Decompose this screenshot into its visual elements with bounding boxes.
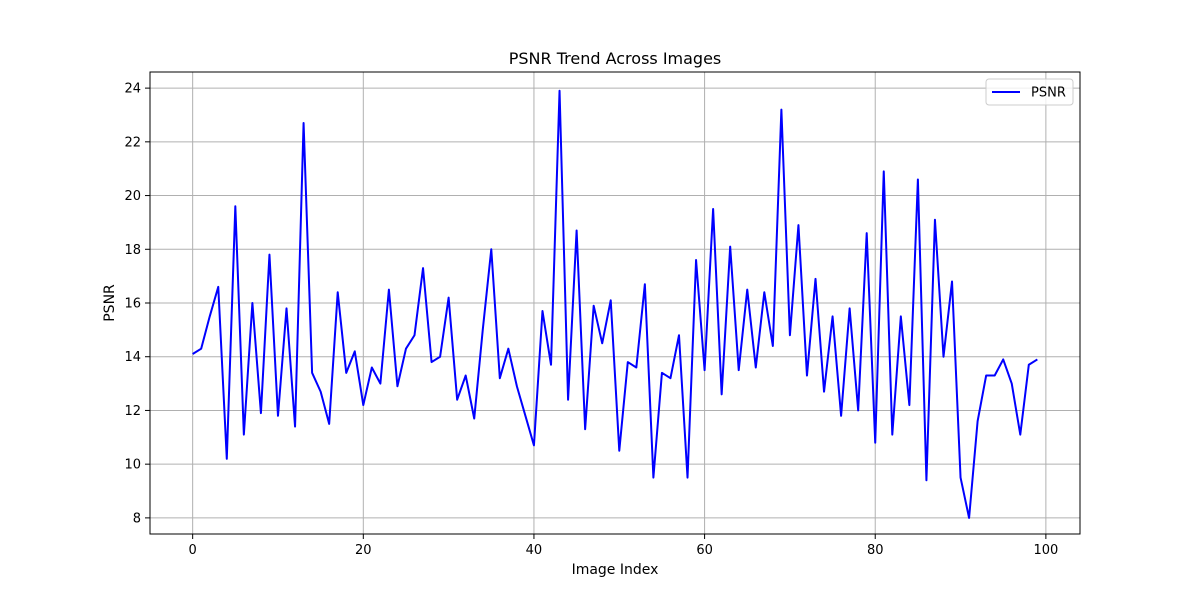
y-tick-label: 24	[124, 82, 141, 97]
ticks: 0 20 40 60 80 100 8 10 12 14 16 18 20 22 24	[124, 82, 1058, 558]
legend: PSNR	[985, 78, 1074, 106]
y-tick-label: 12	[124, 404, 141, 419]
y-tick-label: 22	[124, 135, 141, 150]
x-axis-label: Image Index	[572, 562, 659, 578]
legend-label: PSNR	[1031, 86, 1066, 101]
y-tick-label: 10	[124, 458, 141, 473]
series-line	[192, 89, 1038, 519]
y-axis-label: PSNR	[102, 284, 118, 322]
x-tick-label: 0	[189, 543, 197, 558]
chart-title: PSNR Trend Across Images	[509, 49, 722, 68]
y-tick-label: 20	[124, 189, 141, 204]
x-tick-label: 60	[696, 543, 713, 558]
series-layer	[192, 89, 1038, 519]
y-tick-label: 18	[124, 243, 141, 258]
x-tick-label: 20	[355, 543, 372, 558]
y-tick-label: 14	[124, 350, 141, 365]
legend-box	[985, 78, 1074, 106]
x-tick-label: 80	[867, 543, 884, 558]
y-tick-label: 16	[124, 297, 141, 312]
x-tick-label: 40	[526, 543, 543, 558]
x-tick-label: 100	[1033, 543, 1058, 558]
grid	[150, 72, 1080, 534]
y-tick-label: 8	[133, 511, 141, 526]
